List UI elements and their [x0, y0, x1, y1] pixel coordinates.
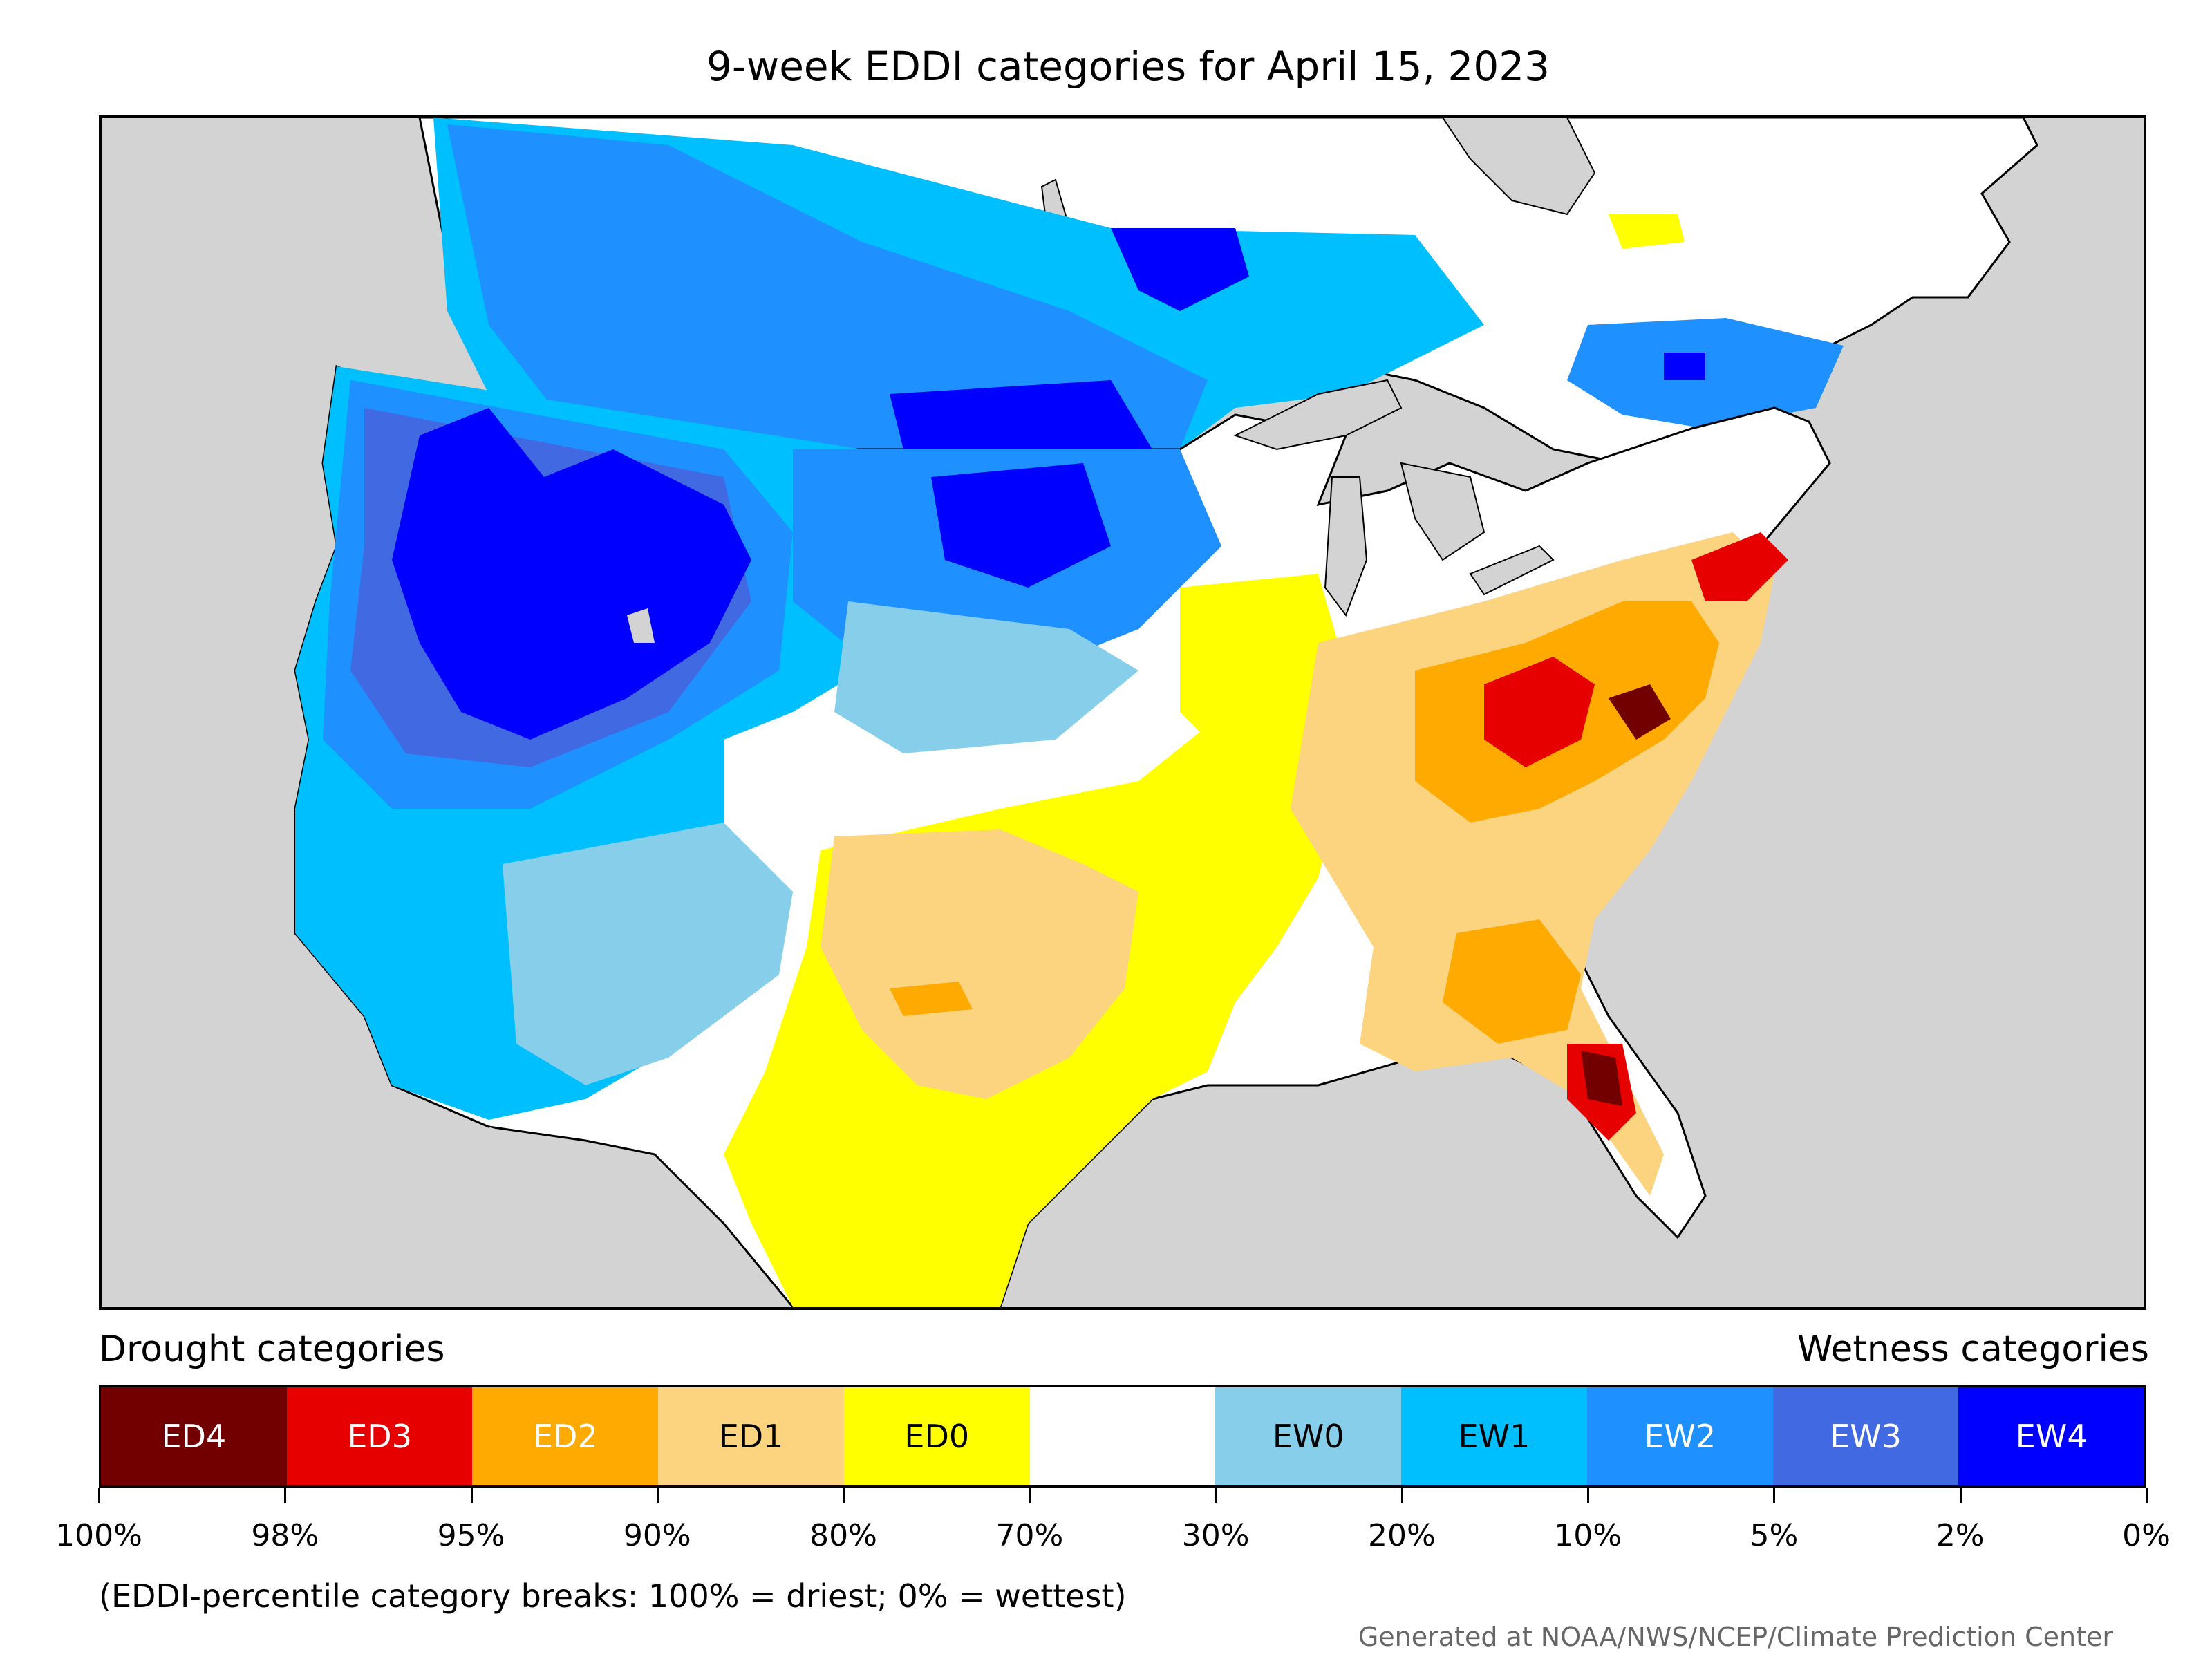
ew2-region-canada [447, 124, 1208, 449]
colorbar-tick-label: 95% [437, 1518, 505, 1553]
colorbar-tick-label: 10% [1554, 1518, 1622, 1553]
ew0-nebraska [834, 601, 1138, 753]
cat-ew2: EW2 [1586, 1387, 1773, 1485]
category-colorbar: ED4 ED3 ED2 ED1 ED0 EW0 EW1 EW2 EW3 EW4 [99, 1385, 2146, 1488]
lake-erie [1469, 545, 1555, 596]
colorbar-tick [1215, 1488, 1217, 1503]
lake-huron [1400, 462, 1485, 561]
colorbar-tick [284, 1488, 287, 1503]
colorbar-tick-label: 0% [2122, 1518, 2171, 1553]
great-salt-lake [627, 608, 655, 643]
colorbar-tick [1400, 1488, 1403, 1503]
ew4-canada [1111, 228, 1249, 311]
ed3-new-england [1691, 532, 1788, 601]
cat-ed0: ED0 [843, 1387, 1030, 1485]
colorbar-tick-label: 98% [251, 1518, 319, 1553]
gulf-of-california [489, 1127, 627, 1307]
colorbar-tick-label: 80% [809, 1518, 877, 1553]
cat-ew0: EW0 [1215, 1387, 1402, 1485]
cat-ed4: ED4 [101, 1387, 287, 1485]
colorbar-tick-label: 30% [1181, 1518, 1250, 1553]
ew4-west [392, 408, 751, 740]
colorbar-tick-label: 100% [55, 1518, 142, 1553]
ew0-west-south [503, 823, 793, 1085]
cat-ew1: EW1 [1401, 1387, 1587, 1485]
cat-ed2: ED2 [472, 1387, 659, 1485]
cat-ed1: ED1 [658, 1387, 844, 1485]
ew4-dakota-core [931, 463, 1111, 588]
colorbar-tick [1587, 1488, 1590, 1503]
colorbar-tick [1773, 1488, 1776, 1503]
cat-ew3: EW3 [1772, 1387, 1959, 1485]
map-title: 9-week EDDI categories for April 15, 202… [706, 43, 1550, 90]
eddi-map [99, 115, 2146, 1310]
colorbar-tick [1029, 1488, 1031, 1503]
ed0-midwest [1180, 574, 1346, 767]
colorbar-ticks [98, 1488, 2148, 1504]
colorbar-tick-label: 20% [1368, 1518, 1436, 1553]
colorbar-tick-label: 2% [1936, 1518, 1985, 1553]
colorbar-tick [470, 1488, 473, 1503]
category-note: (EDDI-percentile category breaks: 100% =… [99, 1577, 1127, 1615]
ed3-ohio-valley [1484, 657, 1595, 767]
ed1-texas [821, 830, 1138, 1099]
ed4-virginia [1609, 684, 1671, 740]
hudson-bay [1441, 118, 1596, 216]
cat-ew4: EW4 [1958, 1387, 2145, 1485]
colorbar-tick-label: 90% [623, 1518, 691, 1553]
ed-quebec [1609, 214, 1685, 249]
lake-michigan [1324, 476, 1368, 617]
colorbar-tick [1959, 1488, 1962, 1503]
wetness-categories-label: Wetness categories [1797, 1329, 2149, 1370]
ed2-texas-spot [890, 982, 973, 1016]
ew4-quebec [1664, 353, 1705, 380]
colorbar-tick [98, 1488, 100, 1503]
cat-ed3: ED3 [286, 1387, 473, 1485]
colorbar-tick [843, 1488, 845, 1503]
ed2-southeast [1443, 919, 1581, 1044]
lake-superior [1233, 379, 1403, 451]
colorbar-tick [2146, 1488, 2148, 1503]
colorbar-tick-label: 70% [995, 1518, 1064, 1553]
ed4-florida [1581, 1051, 1622, 1106]
drought-categories-label: Drought categories [99, 1329, 445, 1370]
colorbar-tick-label: 5% [1750, 1518, 1799, 1553]
colorbar-tick [656, 1488, 659, 1503]
credit-line: Generated at NOAA/NWS/NCEP/Climate Predi… [1358, 1622, 2113, 1652]
cat-normal [1029, 1387, 1216, 1485]
